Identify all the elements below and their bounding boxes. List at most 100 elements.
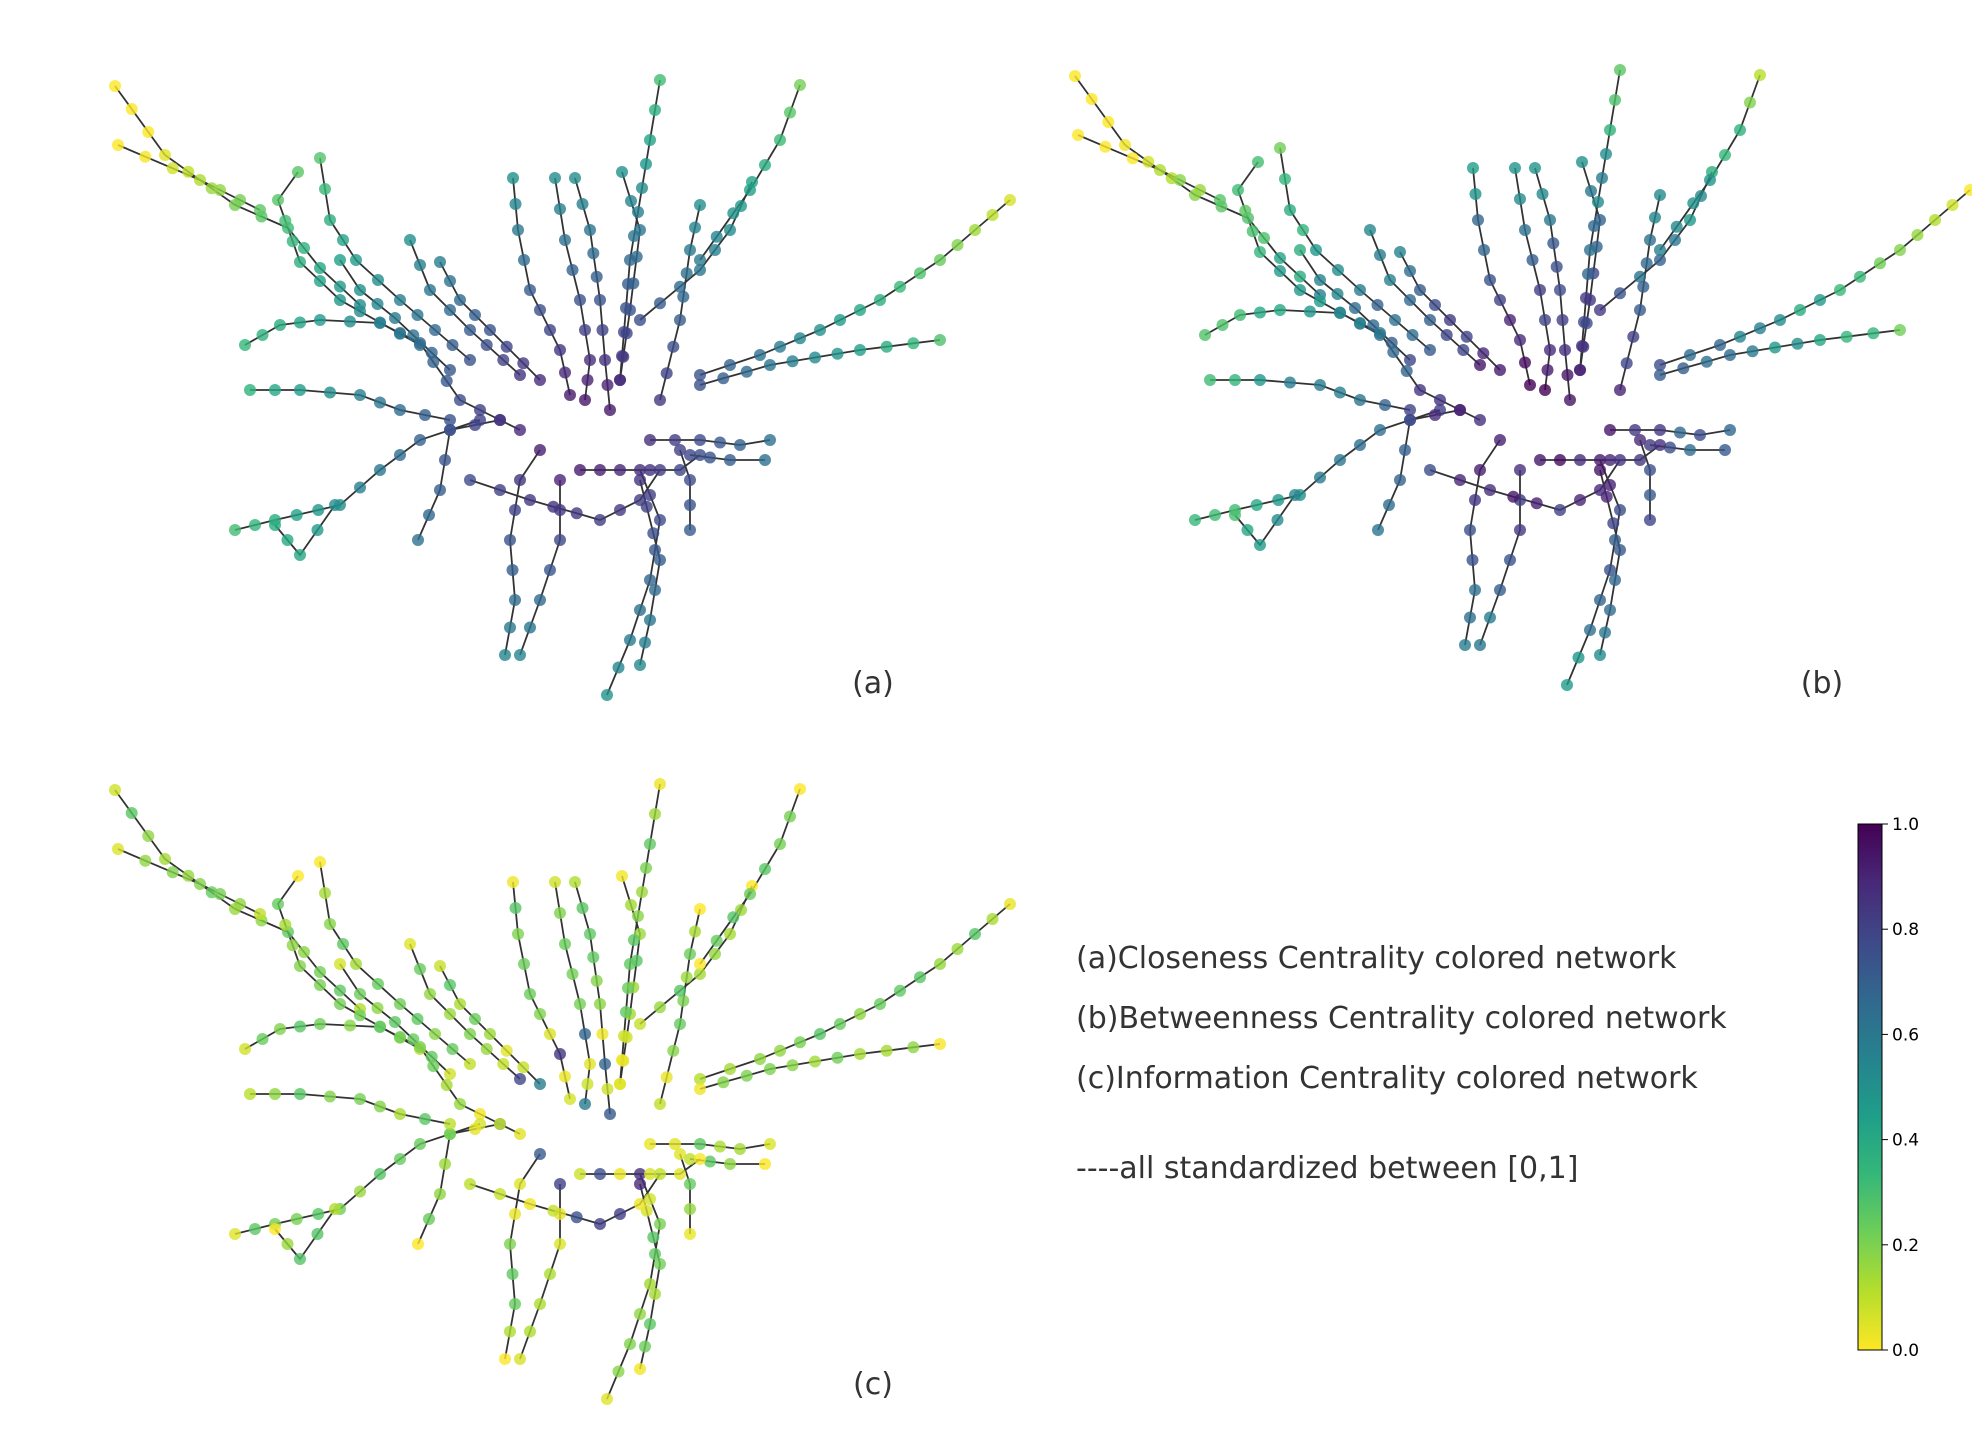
network-node <box>1594 454 1606 466</box>
network-node <box>694 968 706 980</box>
network-node <box>439 454 451 466</box>
network-node <box>1614 384 1626 396</box>
network-node <box>951 943 964 955</box>
network-node <box>514 649 526 661</box>
network-node <box>494 1188 506 1200</box>
network-node <box>414 337 426 349</box>
network-node <box>1085 93 1098 105</box>
network-node <box>269 384 281 396</box>
network-node <box>214 184 226 196</box>
network-node <box>423 1213 435 1225</box>
network-node <box>1894 324 1906 336</box>
network-node <box>142 126 155 138</box>
network-node <box>337 234 349 246</box>
network-node <box>234 194 246 206</box>
network-node <box>644 134 656 146</box>
network-node <box>1544 344 1556 356</box>
network-node <box>423 509 435 521</box>
network-node <box>292 166 304 178</box>
network-node <box>649 1248 661 1260</box>
network-node <box>314 856 326 868</box>
network-edge <box>574 177 611 411</box>
network-node <box>294 1253 306 1265</box>
network-node <box>674 314 686 326</box>
network-node <box>484 1028 496 1040</box>
network-node <box>414 963 426 975</box>
network-node <box>814 1028 826 1040</box>
network-node <box>1634 434 1646 446</box>
network-node <box>594 998 606 1010</box>
network-node <box>934 254 946 266</box>
network-node <box>112 843 124 855</box>
network-node <box>272 898 284 910</box>
network-node <box>429 1028 441 1040</box>
network-node <box>1364 224 1376 236</box>
network-node <box>534 374 546 386</box>
network-node <box>514 424 526 436</box>
network-node <box>894 984 906 997</box>
network-node <box>1102 116 1115 128</box>
network-node <box>694 434 706 446</box>
network-node <box>632 206 644 218</box>
network-node <box>689 221 701 234</box>
network-node <box>694 264 706 276</box>
network-node <box>1814 334 1826 346</box>
network-node <box>834 314 846 326</box>
network-node <box>389 312 401 324</box>
legend-line-a: (a)Closeness Centrality colored network <box>1076 941 1677 976</box>
network-node <box>735 904 747 916</box>
network-node <box>1594 484 1606 496</box>
network-node <box>579 324 591 336</box>
network-node <box>1574 454 1586 466</box>
network-node <box>1644 464 1656 476</box>
network-nodes <box>1069 64 1972 691</box>
colorbar-tick: 0.0 <box>1882 1341 1919 1361</box>
network-node <box>1274 142 1286 154</box>
network-node <box>740 365 753 378</box>
network-node <box>764 434 776 446</box>
network-node <box>446 339 459 351</box>
network-node <box>1604 454 1616 466</box>
network-node <box>809 1055 821 1068</box>
network-node <box>1459 639 1471 651</box>
network-node <box>194 878 206 890</box>
network-node <box>1634 454 1646 466</box>
network-node <box>1424 314 1436 326</box>
network-node <box>514 474 526 486</box>
network-node <box>256 329 269 341</box>
network-node <box>689 925 701 938</box>
network-node <box>914 267 926 280</box>
network-node <box>214 888 226 900</box>
network-node <box>419 1113 431 1125</box>
network-node <box>1834 284 1846 296</box>
network-node <box>544 564 556 576</box>
network-node <box>1634 270 1646 283</box>
network-node <box>314 262 326 274</box>
network-node <box>414 1041 426 1053</box>
colorbar-tick: 0.6 <box>1882 1025 1919 1045</box>
network-node <box>1469 494 1481 506</box>
network-node <box>125 807 138 819</box>
network-node <box>854 1008 866 1020</box>
network-node <box>1556 314 1569 326</box>
network-node <box>1504 554 1516 566</box>
network-node <box>660 367 673 380</box>
network-node <box>394 1031 406 1043</box>
network-node <box>334 254 346 266</box>
network-node <box>464 324 476 336</box>
network-node <box>694 1083 706 1095</box>
network-node <box>1229 509 1241 521</box>
network-node <box>854 344 866 356</box>
network-node <box>1684 444 1696 456</box>
network-node <box>1794 304 1806 316</box>
network-node <box>518 254 530 266</box>
network-node <box>704 451 716 464</box>
network-node <box>394 1108 406 1120</box>
network-node <box>394 404 406 416</box>
network-node <box>809 351 821 364</box>
network-node <box>290 509 303 521</box>
network-node <box>1334 386 1346 399</box>
network-node <box>547 500 560 513</box>
network-node <box>1004 194 1016 206</box>
network-node <box>1272 494 1285 506</box>
